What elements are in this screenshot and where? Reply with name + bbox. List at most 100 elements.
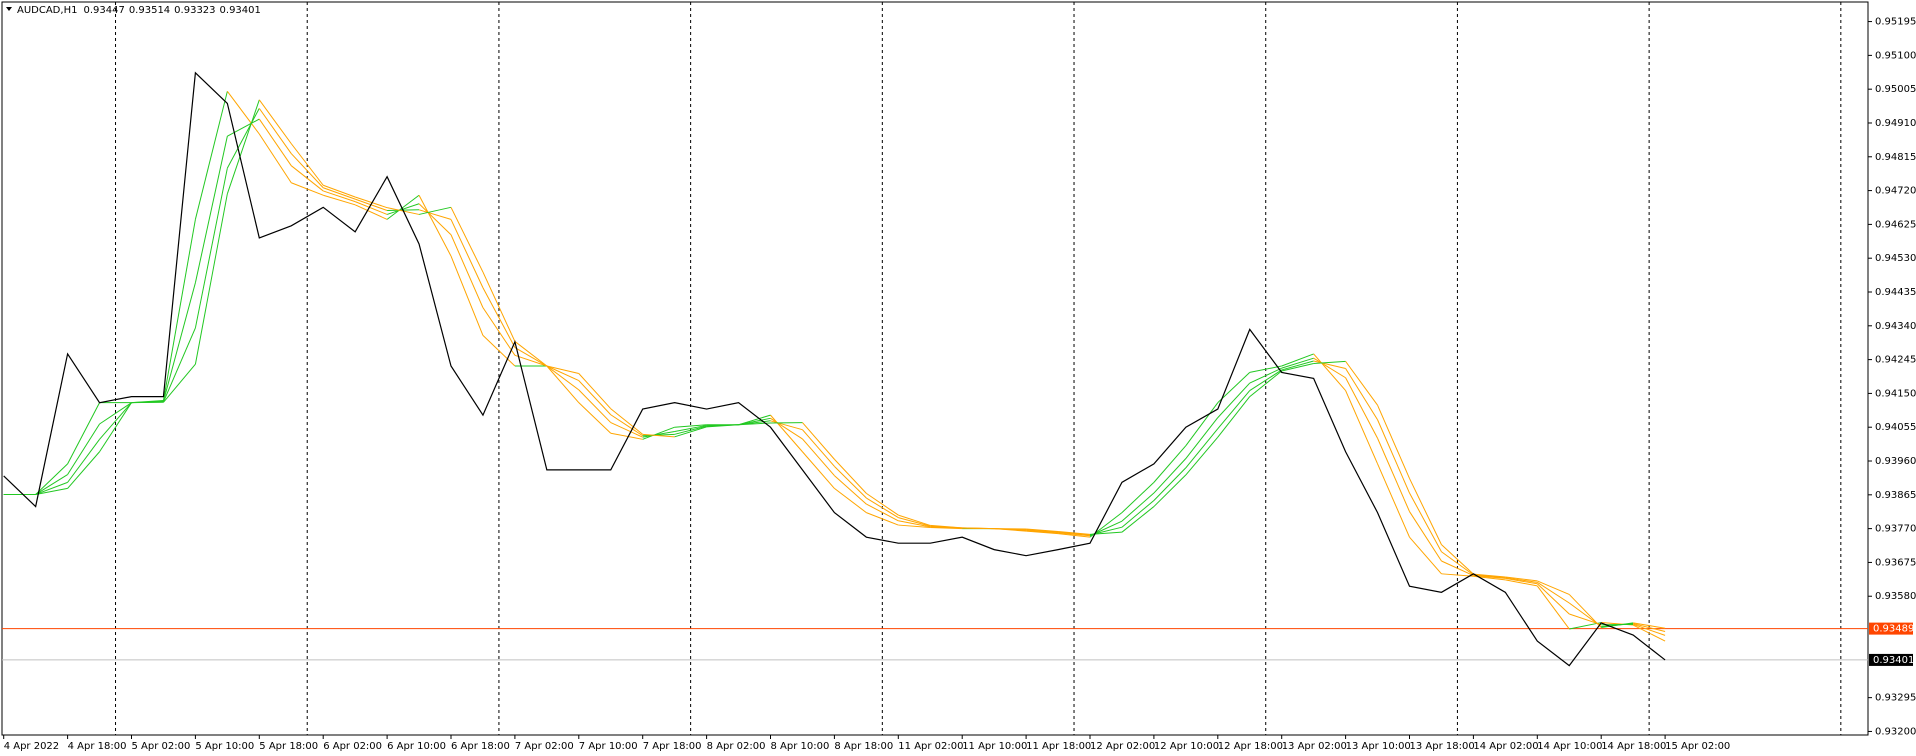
indicator-segment [1249, 367, 1282, 384]
indicator-segment [482, 287, 516, 348]
indicator-segment [674, 424, 707, 428]
indicator-segment [1537, 581, 1570, 604]
indicator-segment [1568, 594, 1602, 628]
indicator-segment [1377, 419, 1410, 494]
indicator-segment [418, 203, 452, 236]
indicator-segment [738, 414, 771, 426]
y-tick-label: 0.93960 [1875, 456, 1916, 467]
y-tick-label: 0.94625 [1875, 219, 1916, 230]
indicator-segment [1281, 363, 1314, 372]
x-tick-label: 6 Apr 10:00 [387, 741, 446, 752]
indicator-segment [1249, 365, 1282, 373]
y-tick-label: 0.94055 [1875, 422, 1916, 433]
indicator-segment [866, 512, 899, 526]
indicator-segment [482, 307, 516, 356]
x-tick-label: 7 Apr 02:00 [515, 741, 574, 752]
indicator-segment [1121, 506, 1155, 533]
indicator-segment [578, 373, 612, 410]
y-tick-label: 0.94435 [1875, 287, 1916, 298]
y-tick-label: 0.93675 [1875, 557, 1916, 568]
x-tick-label: 11 Apr 02:00 [898, 741, 963, 752]
menu-arrow[interactable] [6, 7, 12, 11]
indicator-segment [1058, 531, 1091, 536]
indicator-segment [642, 433, 675, 437]
x-tick-label: 7 Apr 10:00 [579, 741, 638, 752]
indicator-segment [642, 430, 675, 438]
indicator-segment [1409, 492, 1442, 552]
indicator-segment [386, 194, 420, 220]
indicator-segment [1313, 357, 1346, 379]
indicator-segment [802, 429, 835, 467]
y-tick-label: 0.95195 [1875, 17, 1916, 28]
indicator-segment [1409, 511, 1442, 562]
indicator-segment [1026, 528, 1059, 532]
indicator-segment [930, 524, 963, 529]
indicator-segment [290, 143, 324, 186]
price-label-box [1869, 653, 1913, 666]
indicator-segment [546, 365, 580, 403]
indicator-segment [1026, 530, 1059, 535]
indicator-segment [226, 99, 260, 194]
indicator-segment [323, 194, 356, 206]
x-tick-label: 13 Apr 02:00 [1282, 741, 1347, 752]
indicator-segment [578, 402, 612, 434]
indicator-segment [1249, 369, 1282, 391]
indicator-segment [1377, 438, 1410, 512]
x-tick-label: 4 Apr 2022 [4, 741, 59, 752]
indicator-segment [1026, 529, 1059, 534]
y-tick-label: 0.94720 [1875, 186, 1916, 197]
indicator-segment [194, 168, 228, 329]
x-tick-label: 5 Apr 18:00 [259, 741, 318, 752]
y-tick-label: 0.93200 [1875, 726, 1916, 737]
x-tick-label: 13 Apr 18:00 [1410, 741, 1475, 752]
indicator-segment [1185, 436, 1219, 476]
indicator-segment [1505, 576, 1538, 582]
indicator-segment [258, 118, 292, 166]
indicator-segment [1345, 368, 1378, 421]
indicator-segment [354, 204, 388, 220]
indicator-segment [1217, 390, 1251, 429]
indicator-segment [418, 194, 452, 257]
x-tick-label: 7 Apr 18:00 [643, 741, 702, 752]
y-tick-label: 0.94150 [1875, 388, 1916, 399]
indicator-segment [450, 219, 484, 288]
x-tick-label: 11 Apr 18:00 [1026, 741, 1091, 752]
indicator-segment [1057, 533, 1091, 538]
indicator-segment [99, 402, 132, 440]
indicator-segment [99, 402, 132, 425]
indicator-segment [1185, 428, 1219, 469]
indicator-segment [1281, 353, 1314, 367]
x-tick-label: 12 Apr 10:00 [1154, 741, 1219, 752]
x-tick-label: 5 Apr 02:00 [132, 741, 191, 752]
chart-header: AUDCAD,H1 0.93447 0.93514 0.93323 0.93401 [17, 5, 261, 16]
indicator-segment [482, 335, 516, 367]
indicator-segment [514, 341, 548, 367]
indicator-segment [866, 503, 899, 522]
indicator-segment [258, 108, 292, 154]
indicator-segment [1121, 492, 1155, 522]
x-tick-label: 13 Apr 10:00 [1346, 741, 1411, 752]
indicator-segment [1569, 622, 1602, 630]
indicator-segment [99, 402, 132, 453]
indicator-segment [290, 165, 324, 192]
indicator-segment [1121, 482, 1155, 513]
indicator-segment [674, 424, 707, 432]
indicator-segment [1473, 573, 1506, 578]
indicator-segment [1633, 622, 1666, 629]
indicator-segment [258, 133, 292, 184]
indicator-segment [1313, 360, 1346, 369]
indicator-segment [1377, 404, 1410, 479]
x-tick-label: 11 Apr 10:00 [962, 741, 1027, 752]
x-tick-label: 8 Apr 18:00 [834, 741, 893, 752]
indicator-segment [1217, 382, 1251, 418]
indicator-segment [1473, 574, 1506, 579]
indicator-segment [1473, 575, 1506, 579]
indicator-segment [1345, 390, 1379, 465]
indicator-segment [1185, 402, 1219, 447]
indicator-segment [323, 187, 356, 200]
indicator-segment [802, 438, 835, 476]
indicator-segment [834, 458, 867, 494]
symbol-title: AUDCAD,H1 [17, 5, 77, 16]
indicator-segment [802, 422, 835, 460]
indicator-segment [802, 451, 835, 489]
